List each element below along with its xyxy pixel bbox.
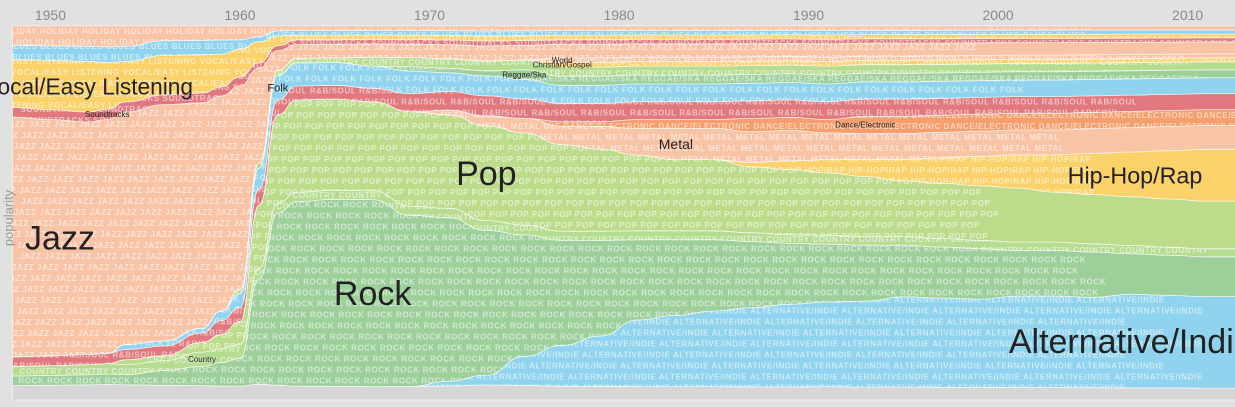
watermark-text-country2: COUNTRY COUNTRY COUNTRY COUNTRY COUNTRY …	[0, 69, 1166, 78]
watermark-text-dance-electronic: DANCE/ELECTRONIC DANCE/ELECTRONIC DANCE/…	[0, 122, 1235, 131]
watermark-text-soundtracks: SOUNDTRACKS SOUNDTRACKS SOUNDTRACKS SOUN…	[13, 39, 1235, 48]
band-label-jazz: Jazz	[25, 220, 95, 258]
watermark-text-alternative-indie: ALTERNATIVE/INDIE ALTERNATIVE/INDIE ALTE…	[21, 372, 1203, 381]
x-tick-label: 1970	[414, 7, 445, 23]
watermark-text-rock: ROCK ROCK ROCK ROCK ROCK ROCK ROCK ROCK …	[3, 244, 1094, 253]
band-label-country: Country	[188, 355, 216, 364]
watermark-text-pop: POP POP POP POP POP POP POP POP POP POP …	[21, 177, 1002, 186]
watermark-text-world: WORLD WORLD WORLD WORLD WORLD WORLD WORL…	[0, 55, 1185, 64]
band-label-christian-gospel: Christian/Gospel	[533, 61, 592, 70]
band-label-hip-hop-rap: Hip-Hop/Rap	[1068, 162, 1203, 188]
x-tick-label: 2000	[983, 7, 1014, 23]
watermark-text-alternative-indie: ALTERNATIVE/INDIE ALTERNATIVE/INDIE ALTE…	[21, 339, 1203, 348]
watermark-text-pop: POP POP POP POP POP POP POP POP POP POP …	[19, 210, 1000, 219]
x-tick-label: 1980	[603, 7, 634, 23]
watermark-text-rock: ROCK ROCK ROCK ROCK ROCK ROCK ROCK ROCK …	[0, 266, 1079, 275]
x-tick-label: 1960	[224, 7, 255, 23]
watermark-text-pop: POP POP POP POP POP POP POP POP POP POP …	[4, 155, 985, 164]
band-label-world: World	[552, 56, 573, 65]
band-label-dance-electronic: Dance/Electronic	[835, 121, 895, 130]
watermark-text-christian-gospel: CHRISTIAN/GOSPEL CHRISTIAN/GOSPEL CHRIST…	[3, 58, 1235, 67]
watermark-text-vocal-easy-listening: VOCAL/EASY LISTENING VOCAL/EASY LISTENIN…	[0, 35, 1235, 44]
x-axis-ticks: 1950 1960 1970 1980 1990 2000 2010	[35, 7, 1204, 23]
band-label-pop: Pop	[456, 155, 517, 193]
watermark-text-pop: POP POP POP POP POP POP POP POP POP POP …	[15, 133, 996, 142]
watermark-text-rock: ROCK ROCK ROCK ROCK ROCK ROCK ROCK ROCK …	[0, 310, 1084, 319]
watermark-text-rock: ROCK ROCK ROCK ROCK ROCK ROCK ROCK ROCK …	[21, 321, 1112, 330]
band-label-rock: Rock	[334, 275, 412, 313]
watermark-text-pop: POP POP POP POP POP POP POP POP POP POP …	[10, 199, 991, 208]
band-labels: Alternative/Indie Rock Country Pop Hip-Hop/R…	[0, 56, 1235, 364]
band-label-folk: Folk	[267, 82, 288, 94]
watermark-text-rock: ROCK ROCK ROCK ROCK ROCK ROCK ROCK ROCK …	[15, 277, 1106, 286]
watermark-text-alternative-indie: ALTERNATIVE/INDIE ALTERNATIVE/INDIE ALTE…	[0, 383, 1126, 392]
watermark-text-folk: FOLK FOLK FOLK FOLK FOLK FOLK FOLK FOLK …	[1, 85, 1024, 94]
watermark-text-alternative-indie: ALTERNATIVE/INDIE ALTERNATIVE/INDIE ALTE…	[0, 350, 1126, 359]
band-label-metal: Metal	[659, 136, 693, 152]
stream-holiday	[12, 25, 1235, 48]
watermark-text-reggae-ska: REGGAE/SKA REGGAE/SKA REGGAE/SKA REGGAE/…	[0, 74, 1199, 83]
watermark-text-rock: ROCK ROCK ROCK ROCK ROCK ROCK ROCK ROCK …	[8, 288, 1099, 297]
x-tick-label: 1990	[793, 7, 824, 23]
x-tick-label: 1950	[35, 7, 66, 23]
watermark-text-pop: POP POP POP POP POP POP POP POP POP POP …	[0, 144, 975, 153]
watermark-text-pop: POP POP POP POP POP POP POP POP POP POP …	[12, 166, 993, 175]
stream-layers: ALTERNATIVE/INDIE ALTERNATIVE/INDIE ALTE…	[0, 25, 1235, 401]
x-tick-label: 2010	[1172, 7, 1203, 23]
watermark-text-r-b-soul: R&B/SOUL R&B/SOUL R&B/SOUL R&B/SOUL R&B/…	[0, 108, 1120, 117]
watermark-text-rock: ROCK ROCK ROCK ROCK ROCK ROCK ROCK ROCK …	[1, 299, 1092, 308]
band-label-alternative-indie: Alternative/Indie	[1009, 323, 1235, 361]
band-label-soundtracks: Soundtracks	[85, 110, 129, 119]
watermark-text-country: COUNTRY COUNTRY COUNTRY COUNTRY COUNTRY …	[0, 235, 1179, 244]
y-axis-title: popularity	[1, 189, 16, 246]
watermark-text-alternative-indie: ALTERNATIVE/INDIE ALTERNATIVE/INDIE ALTE…	[0, 361, 1164, 370]
watermark-text-jazz: JAZZ JAZZ JAZZ JAZZ JAZZ JAZZ JAZZ JAZZ …	[21, 43, 977, 52]
watermark-text-pop: POP POP POP POP POP POP POP POP POP POP …	[1, 188, 982, 197]
band-label-reggae-ska: Reggae/Ska	[502, 70, 547, 79]
band-label-vocal-easy-listening: Vocal/Easy Listening	[0, 74, 193, 100]
watermark-text-jazz: JAZZ JAZZ JAZZ JAZZ JAZZ JAZZ JAZZ JAZZ …	[13, 54, 969, 63]
watermark-text-rock: ROCK ROCK ROCK ROCK ROCK ROCK ROCK ROCK …	[0, 255, 1086, 264]
watermark-text-rock: ROCK ROCK ROCK ROCK ROCK ROCK ROCK ROCK …	[13, 332, 1104, 341]
